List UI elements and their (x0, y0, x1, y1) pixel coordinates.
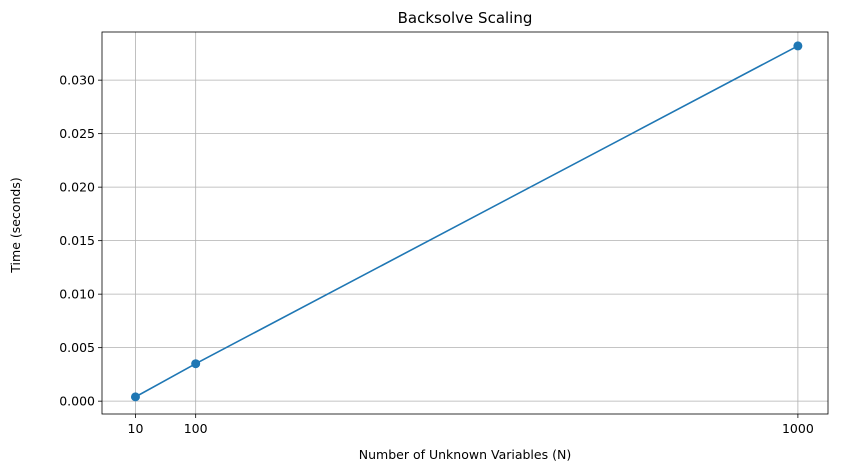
data-point (191, 359, 201, 369)
x-tick-label: 1000 (782, 421, 814, 436)
plot-frame (101, 31, 829, 415)
x-axis-ticks: 10 100 1000 (128, 414, 814, 436)
data-point (130, 392, 140, 402)
x-tick-label: 100 (184, 421, 208, 436)
y-tick-label: 0.025 (59, 126, 95, 141)
y-tick-label: 0.020 (59, 180, 95, 195)
y-tick-label: 0.000 (59, 394, 95, 409)
y-tick-label: 0.015 (59, 233, 95, 248)
grid (102, 32, 828, 414)
series-layer (130, 41, 803, 402)
data-point (793, 41, 803, 51)
x-tick-label: 10 (128, 421, 144, 436)
y-tick-label: 0.030 (59, 73, 95, 88)
y-axis-ticks: 0.000 0.005 0.010 0.015 0.020 0.025 0.030 (59, 73, 102, 409)
y-axis-label: Time (seconds) (8, 177, 23, 273)
y-tick-label: 0.010 (59, 287, 95, 302)
y-tick-label: 0.005 (59, 340, 95, 355)
chart-title: Backsolve Scaling (398, 9, 533, 27)
x-axis-label: Number of Unknown Variables (N) (359, 447, 571, 462)
